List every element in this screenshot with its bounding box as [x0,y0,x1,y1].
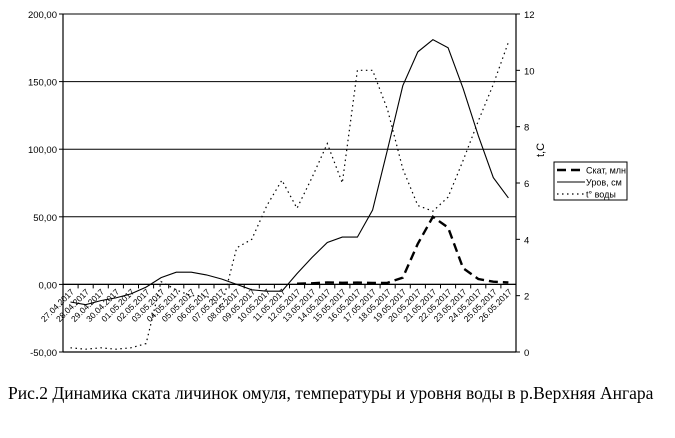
right-axis-label: t,C [535,143,547,157]
left-axis: -50,00 0,00 50,00 100,00 150,00 200,00 [28,10,516,359]
right-tick-label: 4 [524,235,529,246]
right-tick-label: 0 [524,348,529,359]
figure-caption: Рис.2 Динамика ската личинок омуля, темп… [8,383,654,403]
legend-label: t° воды [586,190,616,200]
legend: Скат, млн Уров, см t° воды [553,161,628,201]
right-tick-label: 2 [524,292,529,303]
right-tick-label: 8 [524,123,529,134]
legend-label: Уров, см [586,178,622,188]
series-line [70,39,509,306]
legend-label: Скат, млн [586,166,626,176]
left-tick-label: 200,00 [28,10,57,21]
right-tick-label: 12 [524,10,535,21]
chart: -50,00 0,00 50,00 100,00 150,00 200,00 0 2 4 6 8 1… [28,10,628,359]
series-line [296,215,509,285]
left-tick-label: 150,00 [28,78,57,89]
right-tick-label: 6 [524,179,529,190]
left-tick-label: -50,00 [30,348,57,359]
left-tick-label: 100,00 [28,145,57,156]
data-series [70,39,509,350]
left-tick-label: 50,00 [33,213,57,224]
gridlines [63,13,516,285]
right-tick-label: 10 [524,66,535,77]
x-axis: 27.04.201728.04.201729.04.201730.04.2017… [39,283,517,324]
left-tick-label: 0,00 [39,280,58,291]
right-axis: 0 2 4 6 8 10 12 [515,10,535,359]
legend-box [553,161,628,201]
